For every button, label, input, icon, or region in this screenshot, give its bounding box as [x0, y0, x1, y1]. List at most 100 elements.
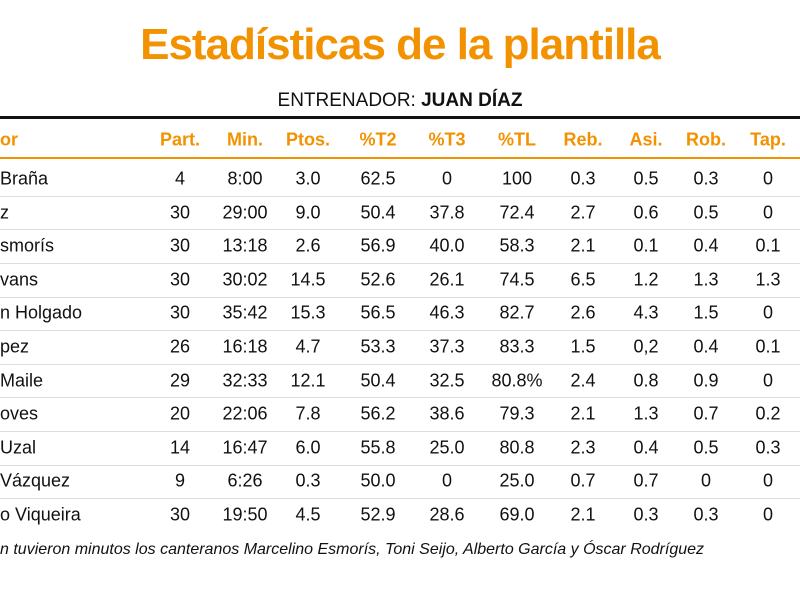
row-separator	[0, 296, 800, 298]
stat-cell: 1.5	[693, 302, 719, 323]
stat-cell: 30	[169, 302, 191, 323]
stat-cell: 8:00	[227, 168, 263, 189]
stat-cell: 4.3	[633, 302, 659, 323]
stat-cell: 0	[762, 504, 774, 525]
stat-cell: 4.7	[295, 336, 321, 357]
stat-cell: 19:50	[222, 504, 268, 525]
stat-cell: 0.7	[633, 470, 659, 491]
stat-cell: 0.9	[693, 370, 719, 391]
stat-cell: 40.0	[429, 235, 465, 256]
stat-cell: 9	[174, 470, 186, 491]
stat-cell: 80.8%	[491, 370, 543, 391]
stat-cell: 50.4	[360, 370, 396, 391]
stat-cell: 32:33	[222, 370, 268, 391]
row-separator	[0, 498, 800, 500]
stat-cell: 0.3	[570, 168, 596, 189]
stat-cell: 16:47	[222, 437, 268, 458]
stat-cell: 52.6	[360, 269, 396, 290]
player-name: smorís	[0, 235, 54, 256]
stat-cell: 0.3	[755, 437, 781, 458]
stat-cell: 26.1	[429, 269, 465, 290]
row-separator	[0, 397, 800, 399]
column-header: Part.	[159, 129, 201, 150]
stat-cell: 0.5	[693, 437, 719, 458]
stat-cell: 20	[169, 403, 191, 424]
column-header: Ptos.	[285, 129, 331, 150]
stat-cell: 83.3	[499, 336, 535, 357]
coach-label: ENTRENADOR:	[277, 90, 416, 111]
stat-cell: 1.2	[633, 269, 659, 290]
stat-cell: 25.0	[499, 470, 535, 491]
stat-cell: 1.3	[633, 403, 659, 424]
stat-cell: 0,2	[633, 336, 659, 357]
column-header: %T3	[428, 129, 466, 150]
stat-cell: 12.1	[290, 370, 326, 391]
player-name: Maile	[0, 370, 44, 391]
stat-cell: 4	[174, 168, 186, 189]
stat-cell: 0.5	[693, 202, 719, 223]
stat-cell: 0.3	[633, 504, 659, 525]
row-separator	[0, 431, 800, 432]
footnote: n tuvieron minutos los canteranos Marcel…	[0, 541, 705, 558]
stat-cell: 1.3	[755, 269, 781, 290]
stat-cell: 56.2	[360, 403, 396, 424]
subtitle: ENTRENADOR: JUAN DÍAZ	[0, 90, 800, 112]
player-name: Vázquez	[0, 470, 71, 491]
stat-cell: 0.5	[633, 168, 659, 189]
stat-cell: 9.0	[295, 202, 321, 223]
stat-cell: 53.3	[360, 336, 396, 357]
stat-cell: 30	[169, 504, 191, 525]
column-header: or	[0, 129, 18, 150]
stat-cell: 35:42	[222, 302, 268, 323]
player-name: n Holgado	[0, 302, 83, 323]
stat-cell: 0	[762, 202, 774, 223]
stat-cell: 79.3	[499, 403, 535, 424]
stat-cell: 55.8	[360, 437, 396, 458]
stat-cell: 100	[501, 168, 533, 189]
stat-cell: 1.3	[693, 269, 719, 290]
stat-cell: 56.5	[360, 302, 396, 323]
stat-cell: 29:00	[222, 202, 268, 223]
stat-cell: 14	[169, 437, 191, 458]
stat-cell: 29	[169, 370, 191, 391]
player-name: oves	[0, 403, 39, 424]
player-name: pez	[0, 336, 30, 357]
stat-cell: 0.4	[693, 235, 719, 256]
stat-cell: 6:26	[227, 470, 263, 491]
row-separator	[0, 229, 800, 231]
stat-cell: 0	[700, 470, 712, 491]
stat-cell: 16:18	[222, 336, 268, 357]
stat-cell: 0.1	[633, 235, 659, 256]
stat-cell: 25.0	[429, 437, 465, 458]
row-separator	[0, 464, 800, 466]
column-header: Min.	[227, 129, 263, 150]
top-rule	[0, 116, 800, 119]
stat-cell: 30:02	[222, 269, 268, 290]
stat-cell: 0.3	[693, 168, 719, 189]
stat-cell: 2.6	[295, 235, 321, 256]
column-header: Tap.	[750, 129, 786, 150]
stat-cell: 2.1	[570, 235, 596, 256]
stat-cell: 0.4	[693, 336, 719, 357]
stat-cell: 7.8	[295, 403, 321, 424]
stat-cell: 32.5	[429, 370, 465, 391]
stat-cell: 37.3	[429, 336, 465, 357]
player-name: Uzal	[0, 437, 37, 458]
column-header: %T2	[359, 129, 397, 150]
column-header: Reb.	[563, 129, 603, 150]
stat-cell: 0	[762, 168, 774, 189]
stat-cell: 0	[441, 168, 453, 189]
stat-cell: 6.0	[295, 437, 321, 458]
stat-cell: 50.0	[360, 470, 396, 491]
stat-cell: 0.3	[693, 504, 719, 525]
stat-cell: 0	[762, 302, 774, 323]
stat-cell: 62.5	[360, 168, 396, 189]
stat-cell: 38.6	[429, 403, 465, 424]
stat-cell: 14.5	[290, 269, 326, 290]
stat-cell: 26	[169, 336, 191, 357]
stat-cell: 82.7	[499, 302, 535, 323]
stat-cell: 2.3	[570, 437, 596, 458]
stat-cell: 69.0	[499, 504, 535, 525]
stat-cell: 0.3	[295, 470, 321, 491]
